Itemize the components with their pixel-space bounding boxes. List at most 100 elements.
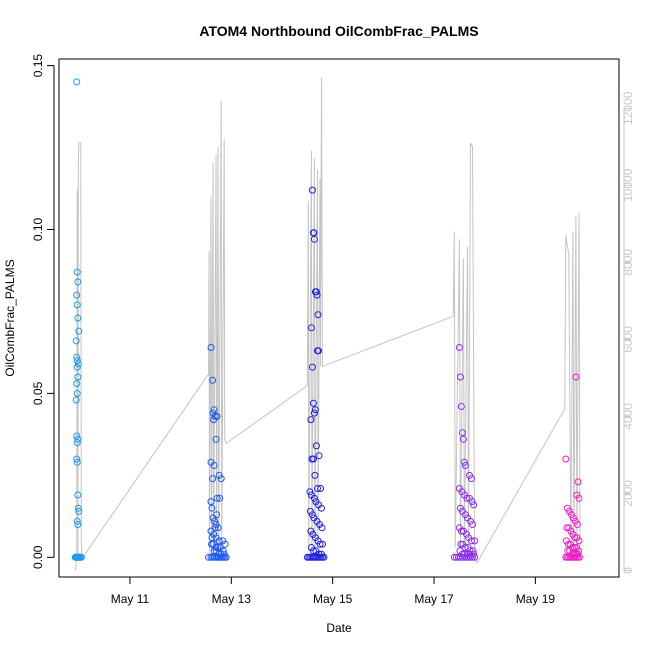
data-point [214,524,222,532]
altitude-trace-line [74,77,581,571]
plot-frame [58,58,620,578]
chart-title: ATOM4 Northbound OilCombFrac_PALMS [199,23,478,39]
y-tick-label: 0.05 [31,381,45,405]
data-point [457,527,465,535]
data-point [74,504,82,512]
data-point [313,291,321,299]
data-point [73,353,81,361]
data-point [73,357,81,365]
data-point [208,534,216,542]
data-point [318,504,325,512]
data-point [467,550,474,558]
x-axis-label: Date [326,621,352,635]
data-point [460,458,468,466]
data-point [309,547,317,555]
data-point [212,544,220,551]
y2-axis: 0 2000 4000 6000 8000 10000 12000 [621,91,635,574]
series-group [562,373,583,561]
data-point [574,478,582,486]
data-point [316,540,324,548]
data-point [74,360,82,368]
data-point [575,494,583,502]
data-point [307,416,315,424]
data-point [312,442,320,450]
data-point [74,373,82,381]
data-point [72,396,80,404]
data-point [75,553,83,561]
data-point [73,291,81,299]
data-point [77,553,85,561]
data-point [73,458,81,466]
data-point [74,521,82,528]
data-point [310,494,318,502]
x-tick-label: May 11 [111,592,150,606]
data-point [73,389,81,397]
y-tick-label: 0.00 [31,545,45,569]
y2-tick-label: 12000 [621,91,635,125]
y2-tick-label: 6000 [621,326,635,353]
data-point [221,540,229,548]
data-point [211,524,219,532]
data-point [470,501,478,509]
data-point [74,491,82,499]
data-point [573,521,581,528]
data-point [210,462,218,469]
series-group [205,344,230,561]
series-group [450,344,479,561]
data-point [310,229,318,237]
data-point [574,550,582,558]
data-point [75,507,83,515]
x-tick-label: May 15 [313,592,353,606]
data-point [458,550,466,558]
data-point [318,524,326,532]
data-point [73,380,81,388]
data-point [210,547,218,555]
data-point [308,511,316,519]
data-point [570,550,578,558]
y2-tick-label: 10000 [621,168,635,202]
data-point [312,288,320,296]
data-point [216,494,224,502]
data-point [318,550,325,558]
data-point [220,550,228,558]
data-point [469,521,476,528]
data-point [463,494,471,502]
data-point [461,544,469,551]
data-point [457,403,465,410]
data-point [315,550,323,558]
y-tick-label: 0.15 [31,54,45,78]
y2-tick-label: 0 [621,567,635,574]
data-point [73,301,81,309]
data-point [468,537,475,545]
data-point [217,550,225,558]
data-point [215,537,223,545]
scatter-points-layer [71,78,583,561]
data-point [211,517,219,525]
data-point [471,537,479,545]
data-point [319,540,326,548]
data-point [217,475,225,483]
data-point [306,488,314,496]
data-point [468,498,476,506]
data-point [73,439,81,447]
data-point [311,406,319,414]
data-point [212,435,220,443]
data-point [209,475,217,483]
data-point [74,314,82,322]
data-point [456,373,464,381]
x-tick-label: May 13 [212,592,252,606]
data-point [315,452,323,460]
y2-tick-label: 2000 [621,480,635,507]
y2-tick-label: 4000 [621,403,635,430]
data-point [455,344,463,351]
data-point [207,344,215,351]
data-point [458,429,466,437]
data-point [572,373,580,381]
data-point [207,498,215,506]
data-point [572,550,580,558]
data-point [307,324,315,332]
y-tick-label: 0.10 [31,217,45,241]
data-point [72,337,80,345]
series-group [303,186,328,561]
